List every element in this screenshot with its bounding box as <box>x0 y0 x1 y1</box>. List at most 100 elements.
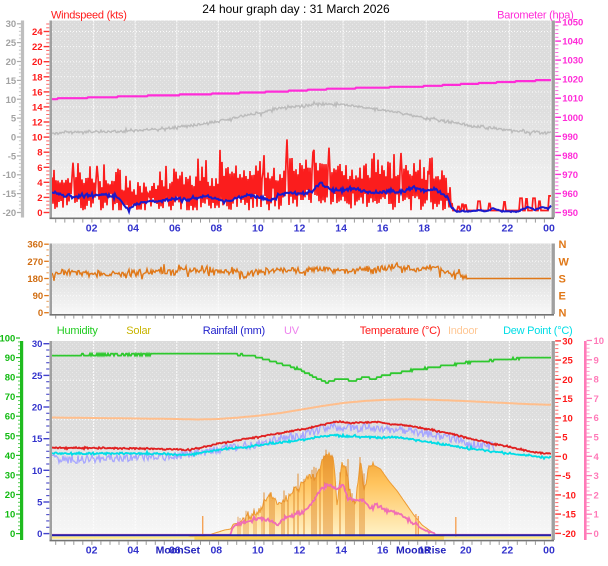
svg-text:12: 12 <box>294 545 306 557</box>
svg-text:-20: -20 <box>2 208 16 219</box>
svg-text:20: 20 <box>32 57 43 68</box>
svg-text:-5: -5 <box>8 151 17 162</box>
svg-text:02: 02 <box>86 545 98 557</box>
svg-text:5: 5 <box>37 498 43 509</box>
svg-text:10: 10 <box>594 336 605 347</box>
svg-text:18: 18 <box>418 545 430 557</box>
svg-text:18: 18 <box>418 223 430 235</box>
svg-text:1000: 1000 <box>562 113 583 124</box>
svg-text:-10: -10 <box>2 170 16 181</box>
svg-text:360: 360 <box>27 240 43 251</box>
svg-text:-15: -15 <box>2 189 16 200</box>
svg-text:0: 0 <box>562 452 567 463</box>
svg-text:1030: 1030 <box>562 56 583 67</box>
svg-text:25: 25 <box>6 38 17 49</box>
svg-text:0: 0 <box>594 529 599 540</box>
svg-text:14: 14 <box>335 223 347 235</box>
svg-text:N: N <box>559 308 567 320</box>
svg-text:Windspeed (kts): Windspeed (kts) <box>51 10 127 22</box>
svg-text:Indoor: Indoor <box>448 325 478 337</box>
svg-text:60: 60 <box>5 412 16 423</box>
svg-text:10: 10 <box>32 466 43 477</box>
svg-text:980: 980 <box>562 151 578 162</box>
svg-text:270: 270 <box>27 257 43 268</box>
svg-text:30: 30 <box>5 470 16 481</box>
svg-text:30: 30 <box>562 336 573 347</box>
svg-text:12: 12 <box>294 223 306 235</box>
svg-text:100: 100 <box>0 334 15 345</box>
svg-text:20: 20 <box>6 57 17 68</box>
svg-text:10: 10 <box>5 510 16 521</box>
svg-text:-15: -15 <box>562 510 576 521</box>
svg-text:1: 1 <box>594 510 600 521</box>
svg-text:10: 10 <box>32 133 43 144</box>
svg-text:Temperature (°C): Temperature (°C) <box>360 325 440 337</box>
svg-text:04: 04 <box>127 545 139 557</box>
svg-text:25: 25 <box>562 356 573 367</box>
svg-text:20: 20 <box>5 490 16 501</box>
svg-text:W: W <box>559 256 570 268</box>
svg-text:Dew Point (°C): Dew Point (°C) <box>503 325 572 337</box>
svg-text:Rainfall (mm): Rainfall (mm) <box>203 325 265 337</box>
svg-text:50: 50 <box>5 431 16 442</box>
svg-text:00: 00 <box>543 545 555 557</box>
svg-text:2: 2 <box>37 193 42 204</box>
svg-text:2: 2 <box>594 490 599 501</box>
svg-text:15: 15 <box>562 394 573 405</box>
svg-text:950: 950 <box>562 208 578 219</box>
svg-text:15: 15 <box>6 76 17 87</box>
svg-text:70: 70 <box>5 392 16 403</box>
svg-text:16: 16 <box>377 223 389 235</box>
svg-text:5: 5 <box>562 433 568 444</box>
svg-text:S: S <box>559 274 566 286</box>
svg-text:0: 0 <box>38 308 43 319</box>
svg-text:22: 22 <box>32 42 43 53</box>
svg-text:MoonSet: MoonSet <box>156 545 201 557</box>
svg-text:1050: 1050 <box>562 18 583 29</box>
svg-text:10: 10 <box>252 545 264 557</box>
svg-text:22: 22 <box>502 545 514 557</box>
svg-text:0: 0 <box>11 133 16 144</box>
svg-text:06: 06 <box>169 545 181 557</box>
svg-text:6: 6 <box>594 413 599 424</box>
svg-text:15: 15 <box>32 434 43 445</box>
svg-text:04: 04 <box>127 223 139 235</box>
svg-text:02: 02 <box>86 223 98 235</box>
svg-text:12: 12 <box>32 118 43 129</box>
svg-text:10: 10 <box>6 95 17 106</box>
svg-text:20: 20 <box>460 223 472 235</box>
svg-text:20: 20 <box>562 375 573 386</box>
svg-text:80: 80 <box>5 373 16 384</box>
svg-text:180: 180 <box>27 274 43 285</box>
svg-text:30: 30 <box>6 19 17 30</box>
svg-text:8: 8 <box>37 148 42 159</box>
svg-text:10: 10 <box>252 223 264 235</box>
svg-text:90: 90 <box>33 291 44 302</box>
svg-text:40: 40 <box>5 451 16 462</box>
svg-text:N: N <box>559 239 567 251</box>
svg-text:10: 10 <box>562 413 573 424</box>
svg-text:970: 970 <box>562 170 578 181</box>
svg-text:16: 16 <box>32 87 43 98</box>
svg-text:24 hour graph day : 31 March 2: 24 hour graph day : 31 March 2026 <box>202 2 390 16</box>
svg-text:0: 0 <box>37 208 42 219</box>
svg-text:3: 3 <box>594 471 599 482</box>
svg-text:UV: UV <box>284 325 300 337</box>
svg-text:08: 08 <box>210 545 222 557</box>
svg-text:5: 5 <box>11 114 17 125</box>
svg-text:16: 16 <box>377 545 389 557</box>
svg-text:18: 18 <box>32 72 43 83</box>
svg-text:MoonRise: MoonRise <box>396 545 446 557</box>
svg-text:20: 20 <box>460 545 472 557</box>
svg-text:Humidity: Humidity <box>57 325 99 337</box>
svg-text:-10: -10 <box>562 490 576 501</box>
svg-text:4: 4 <box>594 452 600 463</box>
svg-text:90: 90 <box>5 353 16 364</box>
svg-text:06: 06 <box>169 223 181 235</box>
svg-text:8: 8 <box>594 375 599 386</box>
svg-text:00: 00 <box>543 223 555 235</box>
svg-text:1010: 1010 <box>562 94 583 105</box>
svg-text:960: 960 <box>562 189 578 200</box>
svg-text:25: 25 <box>32 371 43 382</box>
svg-text:Barometer (hpa): Barometer (hpa) <box>497 10 573 22</box>
